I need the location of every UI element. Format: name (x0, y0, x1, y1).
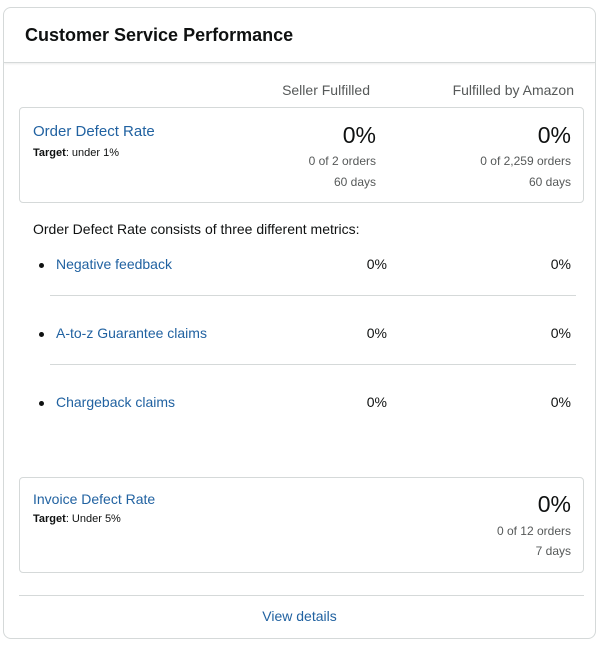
target-label: Target (33, 513, 66, 525)
invoice-defect-rate-target: Target: Under 5% (33, 513, 121, 525)
target-value: : Under 5% (65, 513, 121, 525)
chargeback-claims-seller-value: 0% (366, 394, 387, 410)
odr-seller-fulfilled-orders: 0 of 2 orders (308, 154, 376, 168)
idr-orders: 0 of 12 orders (496, 524, 571, 538)
invoice-defect-rate-box: Invoice Defect Rate Target: Under 5% 0% … (19, 477, 584, 573)
chargeback-claims-fba-value: 0% (550, 394, 571, 410)
target-value: : under 1% (65, 147, 120, 159)
odr-fba-percent: 0% (537, 122, 571, 148)
column-header-fba: Fulfilled by Amazon (452, 82, 574, 98)
customer-service-performance-card: Customer Service Performance Seller Fulf… (3, 7, 596, 639)
order-defect-rate-target: Target: under 1% (33, 147, 119, 159)
invoice-defect-rate-link[interactable]: Invoice Defect Rate (33, 491, 156, 507)
divider (50, 364, 576, 365)
a-to-z-claims-link[interactable]: A-to-z Guarantee claims (56, 325, 207, 341)
footer-divider (19, 595, 584, 596)
bullet (39, 263, 44, 268)
odr-consists-text: Order Defect Rate consists of three diff… (33, 221, 360, 237)
sub-metric-negative-feedback: Negative feedback 0% 0% (34, 253, 584, 277)
idr-percent: 0% (537, 491, 571, 517)
a-to-z-claims-seller-value: 0% (366, 325, 387, 341)
odr-fba-orders: 0 of 2,259 orders (480, 154, 571, 168)
column-header-seller-fulfilled: Seller Fulfilled (282, 82, 370, 98)
bullet (39, 401, 44, 406)
card-title: Customer Service Performance (25, 25, 294, 45)
odr-seller-fulfilled-percent: 0% (342, 122, 376, 148)
odr-fba-period: 60 days (528, 175, 571, 189)
odr-seller-fulfilled-period: 60 days (333, 175, 376, 189)
view-details-link[interactable]: View details (262, 608, 337, 624)
a-to-z-claims-fba-value: 0% (550, 325, 571, 341)
order-defect-rate-box: Order Defect Rate Target: under 1% 0% 0 … (19, 107, 584, 203)
sub-metric-chargeback-claims: Chargeback claims 0% 0% (34, 391, 584, 415)
divider (50, 295, 576, 296)
bullet (39, 332, 44, 337)
sub-metric-a-to-z-claims: A-to-z Guarantee claims 0% 0% (34, 322, 584, 346)
card-header: Customer Service Performance (4, 8, 595, 63)
negative-feedback-seller-value: 0% (366, 256, 387, 272)
idr-period: 7 days (535, 544, 571, 558)
order-defect-rate-link[interactable]: Order Defect Rate (33, 123, 155, 140)
negative-feedback-fba-value: 0% (550, 256, 571, 272)
target-label: Target (33, 147, 66, 159)
negative-feedback-link[interactable]: Negative feedback (56, 256, 172, 272)
chargeback-claims-link[interactable]: Chargeback claims (56, 394, 176, 410)
